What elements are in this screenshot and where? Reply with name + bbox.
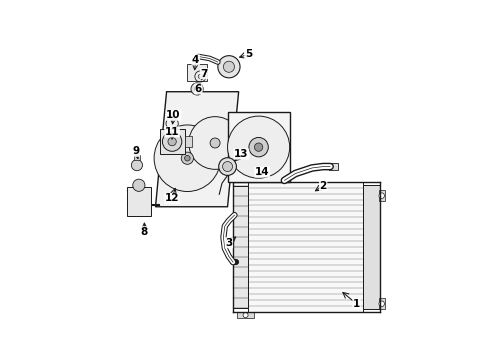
- Text: 10: 10: [166, 110, 181, 120]
- Circle shape: [195, 86, 200, 92]
- Polygon shape: [161, 162, 186, 184]
- Polygon shape: [191, 141, 217, 158]
- Polygon shape: [218, 129, 238, 143]
- Bar: [248, 182, 364, 312]
- Circle shape: [168, 138, 176, 146]
- Circle shape: [223, 61, 235, 72]
- Polygon shape: [227, 112, 290, 182]
- Polygon shape: [238, 151, 259, 174]
- Circle shape: [249, 138, 269, 157]
- Circle shape: [191, 83, 203, 95]
- Circle shape: [219, 158, 237, 175]
- Text: 9: 9: [132, 146, 140, 156]
- Circle shape: [198, 74, 203, 79]
- Polygon shape: [192, 158, 216, 181]
- Circle shape: [222, 162, 233, 172]
- Polygon shape: [232, 126, 255, 147]
- Circle shape: [243, 312, 248, 318]
- Bar: [233, 186, 248, 308]
- Polygon shape: [165, 130, 185, 156]
- Polygon shape: [192, 134, 212, 147]
- Bar: [134, 155, 140, 160]
- Text: 5: 5: [245, 49, 252, 59]
- Polygon shape: [186, 129, 205, 154]
- Text: 4: 4: [192, 55, 199, 65]
- Circle shape: [162, 132, 182, 151]
- Polygon shape: [245, 120, 261, 144]
- Circle shape: [379, 301, 385, 306]
- Text: 11: 11: [165, 127, 179, 137]
- Bar: [187, 64, 207, 81]
- Polygon shape: [259, 121, 279, 143]
- Polygon shape: [214, 120, 229, 139]
- Polygon shape: [263, 147, 285, 168]
- Circle shape: [227, 116, 290, 178]
- Polygon shape: [197, 121, 213, 141]
- Text: 14: 14: [255, 167, 270, 177]
- Text: 7: 7: [200, 69, 208, 79]
- Circle shape: [210, 138, 220, 148]
- Circle shape: [185, 156, 190, 161]
- Bar: [185, 136, 192, 147]
- Polygon shape: [219, 143, 238, 161]
- Polygon shape: [155, 92, 239, 207]
- Bar: [364, 185, 380, 309]
- Circle shape: [218, 56, 240, 78]
- Polygon shape: [211, 146, 224, 166]
- Bar: [379, 190, 385, 201]
- Polygon shape: [195, 146, 214, 163]
- Circle shape: [189, 117, 242, 169]
- Polygon shape: [158, 146, 183, 164]
- Polygon shape: [231, 145, 255, 161]
- Circle shape: [181, 152, 194, 164]
- Text: 2: 2: [319, 181, 327, 191]
- Circle shape: [154, 125, 220, 192]
- Circle shape: [379, 193, 385, 198]
- Text: 6: 6: [195, 84, 202, 94]
- Bar: [127, 186, 150, 216]
- Polygon shape: [262, 134, 286, 149]
- Bar: [237, 312, 254, 318]
- Text: 3: 3: [225, 238, 233, 248]
- Bar: [160, 129, 185, 154]
- Circle shape: [131, 159, 143, 171]
- Text: 13: 13: [234, 149, 248, 159]
- Text: 12: 12: [165, 193, 179, 203]
- Circle shape: [254, 143, 263, 151]
- Polygon shape: [182, 162, 199, 188]
- Bar: [329, 163, 338, 170]
- Circle shape: [133, 179, 145, 192]
- Text: 8: 8: [141, 227, 148, 237]
- Polygon shape: [256, 150, 272, 175]
- Text: 1: 1: [353, 299, 360, 309]
- Bar: [379, 298, 385, 309]
